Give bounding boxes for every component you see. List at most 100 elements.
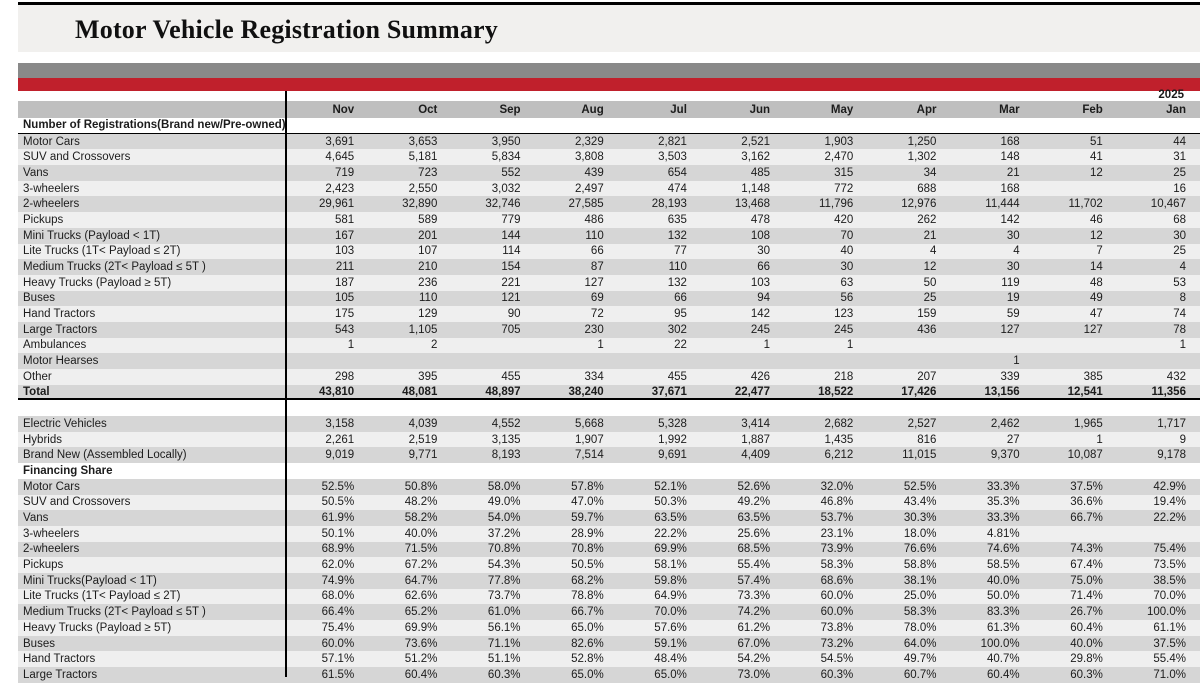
cell-value: 129 — [418, 308, 438, 321]
table-row: Total 43,810 48,081 48,897 38,240 37,671 22,47… — [18, 384, 1200, 401]
cell-value: 62.6% — [404, 590, 438, 603]
cell-value: 65.0% — [571, 621, 604, 634]
cell-value: 60.3% — [820, 668, 854, 681]
cell-value: 2 — [430, 339, 438, 352]
table-row: 3-wheelers 50.1% 40.0% 37.2% 28.9% 22.2% 25.6%… — [18, 525, 1200, 542]
cell-value: 66.7% — [1070, 512, 1103, 525]
cell-value: 230 — [584, 323, 604, 336]
cell-value: 1,435 — [824, 433, 854, 446]
cell-value: 25.0% — [903, 590, 937, 603]
cell-value: 5,328 — [658, 417, 687, 430]
cell-value: 2,682 — [824, 417, 854, 430]
cell-value: 114 — [502, 245, 521, 258]
cell-value: 75.4% — [1153, 543, 1186, 556]
cell-value: 110 — [419, 292, 438, 305]
cell-value: 63.5% — [654, 512, 687, 525]
month-header-cell: May — [830, 103, 854, 116]
cell-value: 57.1% — [321, 653, 355, 666]
cell-value: 107 — [418, 245, 438, 258]
cell-value: 2,821 — [658, 135, 687, 148]
cell-value: 70.0% — [654, 606, 687, 619]
row-label: 2-wheelers — [23, 543, 80, 556]
table-row: Pickups 62.0% 67.2% 54.3% 50.5% 58.1% 55.4% 58.… — [18, 557, 1200, 573]
cell-value: 478 — [750, 213, 771, 226]
cell-value: 432 — [1166, 370, 1186, 383]
month-header-cell: Jan — [1166, 103, 1186, 116]
cell-value: 3,162 — [741, 151, 771, 164]
cell-value: 772 — [834, 182, 854, 195]
cell-value: 36.6% — [1070, 496, 1103, 509]
cell-value: 148 — [1000, 151, 1020, 164]
cell-value: 142 — [750, 308, 771, 321]
cell-value: 74.2% — [737, 606, 771, 619]
cell-value: 207 — [917, 370, 937, 383]
table-row: Motor Hearses 1 — [18, 353, 1200, 369]
cell-value: 70.0% — [1153, 590, 1186, 603]
cell-value: 132 — [667, 229, 687, 242]
row-label: 3-wheelers — [23, 527, 80, 540]
cell-value: 67.0% — [737, 637, 771, 650]
cell-value: 9,771 — [408, 449, 438, 462]
table-row: Medium Trucks (2T< Payload ≤ 5T ) 66.4% 65… — [18, 604, 1200, 620]
section-header: Number of Registrations(Brand new/Pre-ow… — [18, 118, 1200, 134]
cell-value: 34 — [923, 166, 937, 179]
cell-value: 11,702 — [1068, 198, 1103, 211]
cell-value: 60.0% — [820, 590, 854, 603]
cell-value: 474 — [667, 182, 687, 195]
cell-value: 28.9% — [571, 527, 604, 540]
cell-value: 4,645 — [325, 151, 355, 164]
cell-value: 2,497 — [574, 182, 604, 195]
cell-value: 71.0% — [1153, 668, 1186, 681]
cell-value: 32.0% — [820, 480, 854, 493]
cell-value: 64.0% — [903, 637, 937, 650]
cell-value: 25 — [1173, 245, 1186, 258]
cell-value: 71.5% — [404, 543, 438, 556]
cell-value: 75.4% — [321, 621, 355, 634]
cell-value: 12,976 — [901, 198, 937, 211]
row-label: Vans — [23, 512, 49, 525]
cell-value: 68.6% — [820, 574, 854, 587]
cell-value: 66.7% — [571, 606, 604, 619]
cell-value: 54.2% — [737, 653, 771, 666]
cell-value: 63.5% — [737, 512, 771, 525]
cell-value: 38,240 — [568, 385, 604, 398]
cell-value: 30 — [757, 245, 771, 258]
table-row: Lite Trucks (1T< Payload ≤ 2T) 68.0% 62.6%… — [18, 588, 1200, 605]
row-label: Motor Cars — [23, 480, 80, 493]
cell-value: 236 — [418, 276, 438, 289]
cell-value: 436 — [917, 323, 937, 336]
cell-value: 66 — [757, 261, 771, 274]
cell-value: 37.2% — [487, 527, 521, 540]
cell-value: 87 — [590, 261, 604, 274]
cell-value: 58.1% — [654, 559, 687, 572]
cell-value: 37.5% — [1070, 480, 1103, 493]
cell-value: 56.1% — [487, 621, 521, 634]
table-row: Mini Trucks(Payload < 1T) 74.9% 64.7% 77.8%… — [18, 572, 1200, 589]
cell-value: 4,409 — [741, 449, 771, 462]
cell-value: 55.4% — [737, 559, 771, 572]
cell-value: 27,585 — [568, 198, 604, 211]
cell-value: 50.5% — [571, 559, 604, 572]
cell-value: 1 — [597, 339, 604, 352]
cell-value: 33.3% — [987, 480, 1020, 493]
row-label: Pickups — [23, 213, 64, 226]
cell-value: 3,414 — [741, 417, 771, 430]
cell-value: 485 — [750, 166, 771, 179]
cell-value: 1,992 — [658, 433, 687, 446]
row-label: Mini Trucks (Payload < 1T) — [23, 229, 161, 242]
cell-value: 67.4% — [1070, 559, 1103, 572]
cell-value: 40.0% — [1070, 637, 1103, 650]
cell-value: 218 — [834, 370, 854, 383]
report-title-box: Motor Vehicle Registration Summary — [18, 5, 1200, 52]
cell-value: 50.8% — [404, 480, 438, 493]
cell-value: 127 — [1083, 323, 1103, 336]
cell-value: 9 — [1179, 433, 1186, 446]
cell-value: 486 — [584, 213, 604, 226]
cell-value: 4 — [1013, 245, 1020, 258]
cell-value: 7,514 — [574, 449, 604, 462]
cell-value: 74.3% — [1070, 543, 1103, 556]
cell-value: 62.0% — [321, 559, 355, 572]
cell-value: 66.4% — [321, 606, 355, 619]
cell-value: 54.0% — [487, 512, 521, 525]
cell-value: 53.7% — [820, 512, 854, 525]
